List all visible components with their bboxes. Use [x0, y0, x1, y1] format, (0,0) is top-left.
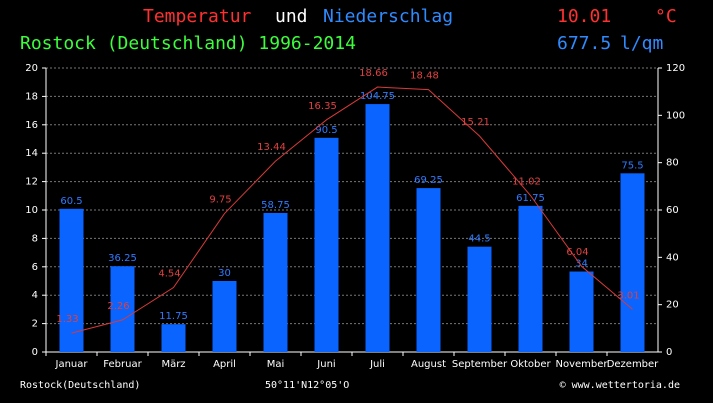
y-tick-label: 6 — [32, 262, 38, 273]
footer-coordinates: 50°11'N12°05'O — [265, 380, 349, 391]
line-value-label: 1.33 — [56, 314, 78, 325]
bar — [365, 104, 390, 352]
bar-value-label: 90.5 — [315, 125, 337, 136]
bar-value-label: 44.5 — [468, 234, 490, 245]
bar-value-label: 75.5 — [621, 160, 643, 171]
bar — [110, 266, 135, 352]
y2-tick-label: 20 — [666, 300, 679, 311]
total-precipitation: 677.5 — [557, 33, 611, 54]
bar — [416, 188, 441, 352]
y-tick-label: 0 — [32, 347, 38, 358]
subtitle: Rostock (Deutschland) 1996-2014 — [20, 33, 356, 54]
title-precipitation: Niederschlag — [323, 6, 453, 27]
y2-tick-label: 40 — [666, 252, 679, 263]
line-value-label: 9.75 — [209, 195, 231, 206]
y-tick-label: 18 — [25, 91, 38, 102]
bar-value-label: 69.25 — [414, 175, 443, 186]
bar — [467, 246, 492, 352]
temperature-unit: °C — [655, 6, 677, 27]
x-tick-label: Mai — [267, 359, 285, 370]
line-value-label: 11.02 — [512, 177, 541, 188]
y2-tick-label: 100 — [666, 110, 685, 121]
y2-tick-label: 60 — [666, 205, 679, 216]
line-value-label: 16.35 — [308, 101, 337, 112]
bar-value-label: 34 — [575, 259, 588, 270]
x-tick-label: August — [411, 359, 446, 370]
bar — [263, 212, 288, 352]
x-tick-label: Juli — [369, 359, 385, 370]
x-tick-label: April — [213, 359, 236, 370]
bar-value-label: 60.5 — [60, 196, 82, 207]
x-tick-label: Dezember — [607, 359, 659, 370]
x-tick-label: Februar — [103, 359, 142, 370]
bar — [212, 281, 237, 352]
y-tick-label: 14 — [25, 148, 38, 159]
y2-tick-label: 0 — [666, 347, 672, 358]
x-tick-label: November — [555, 359, 608, 370]
title-and: und — [275, 6, 308, 27]
x-tick-label: Januar — [55, 359, 89, 370]
footer-location: Rostock(Deutschland) — [20, 380, 140, 391]
y-tick-label: 2 — [32, 319, 38, 330]
x-tick-label: Juni — [316, 359, 335, 370]
line-value-label: 2.26 — [107, 301, 129, 312]
title-temperature: Temperatur — [143, 6, 252, 27]
y-tick-label: 12 — [25, 177, 38, 188]
y-tick-label: 8 — [32, 233, 38, 244]
x-tick-label: Oktober — [510, 359, 551, 370]
bar-value-label: 104.75 — [360, 91, 395, 102]
bar — [569, 271, 594, 352]
bar — [518, 205, 543, 352]
line-value-label: 3.01 — [617, 290, 639, 301]
y-tick-label: 4 — [32, 290, 38, 301]
y2-tick-label: 120 — [666, 63, 685, 74]
line-value-label: 15.21 — [461, 117, 490, 128]
line-value-label: 6.04 — [566, 247, 588, 258]
line-value-label: 18.66 — [359, 68, 388, 79]
temperature-line — [71, 86, 633, 334]
bar-value-label: 36.25 — [108, 253, 137, 264]
bar — [314, 137, 339, 352]
bar — [59, 208, 84, 352]
footer-source: © www.wettertoria.de — [560, 380, 680, 391]
bar-value-label: 11.75 — [159, 311, 188, 322]
y-tick-label: 10 — [25, 205, 38, 216]
bar-value-label: 30 — [218, 268, 231, 279]
y2-tick-label: 80 — [666, 158, 679, 169]
y-tick-label: 20 — [25, 63, 38, 74]
line-value-label: 13.44 — [257, 142, 286, 153]
line-value-label: 18.48 — [410, 71, 439, 82]
precipitation-unit: l/qm — [620, 33, 663, 54]
x-tick-label: März — [161, 359, 185, 370]
y-tick-label: 16 — [25, 120, 38, 131]
line-value-label: 4.54 — [158, 269, 180, 280]
bar — [620, 173, 645, 352]
bar — [161, 324, 186, 352]
bar-value-label: 61.75 — [516, 193, 545, 204]
bar-value-label: 58.75 — [261, 200, 290, 211]
x-tick-label: September — [452, 359, 508, 370]
mean-temperature: 10.01 — [557, 6, 611, 27]
